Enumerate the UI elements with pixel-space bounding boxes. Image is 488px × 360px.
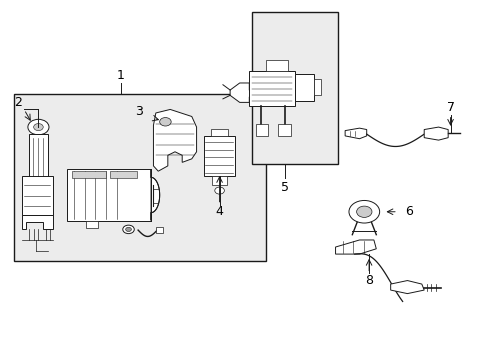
Bar: [249, 71, 294, 106]
Bar: [251, 13, 337, 164]
Text: 7: 7: [446, 101, 454, 114]
Bar: [212, 176, 226, 185]
Bar: [67, 170, 151, 221]
Bar: [15, 94, 265, 261]
Text: 6: 6: [404, 205, 412, 218]
Bar: [256, 123, 268, 136]
Circle shape: [214, 187, 224, 194]
Polygon shape: [151, 170, 160, 221]
Bar: [313, 80, 321, 95]
Polygon shape: [153, 109, 196, 171]
Bar: [29, 134, 48, 180]
Bar: [294, 74, 313, 100]
Circle shape: [34, 123, 43, 131]
Bar: [265, 60, 287, 71]
Text: 1: 1: [117, 69, 125, 82]
Circle shape: [348, 201, 379, 223]
Bar: [278, 123, 291, 136]
Text: 5: 5: [281, 181, 288, 194]
Polygon shape: [345, 128, 366, 139]
Bar: [210, 129, 227, 136]
Bar: [110, 171, 137, 178]
Bar: [156, 226, 163, 233]
Text: 3: 3: [135, 105, 142, 118]
Text: 8: 8: [365, 274, 372, 287]
Bar: [86, 221, 98, 228]
Polygon shape: [21, 215, 53, 229]
Text: 2: 2: [14, 96, 22, 109]
Circle shape: [122, 225, 134, 234]
Circle shape: [28, 119, 49, 135]
Polygon shape: [424, 127, 447, 140]
Bar: [21, 176, 53, 215]
Polygon shape: [390, 280, 424, 294]
Text: 4: 4: [215, 205, 223, 218]
Polygon shape: [230, 83, 251, 102]
Circle shape: [160, 118, 171, 126]
Circle shape: [356, 206, 371, 217]
Bar: [72, 171, 105, 178]
Polygon shape: [335, 240, 375, 254]
Bar: [203, 136, 234, 176]
Circle shape: [125, 227, 131, 231]
